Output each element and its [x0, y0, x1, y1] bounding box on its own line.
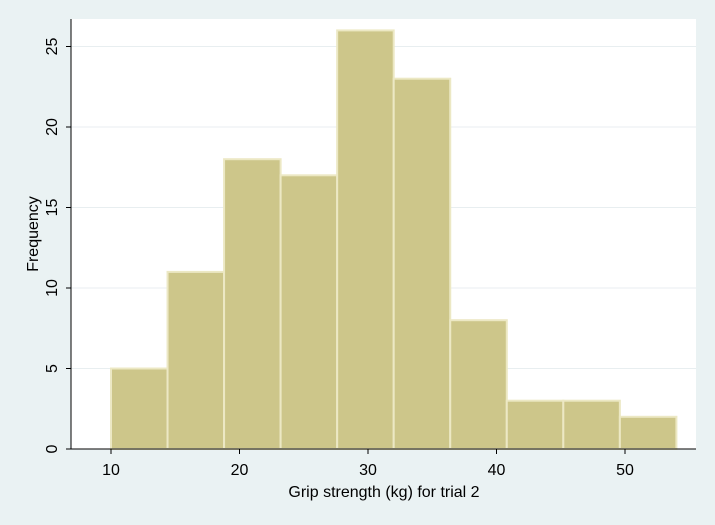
y-tick-label-15: 15	[44, 199, 61, 217]
histogram-bar-7	[449, 319, 508, 451]
histogram-bar-1	[110, 367, 169, 450]
y-tick-label-25: 25	[44, 38, 61, 56]
x-axis-label: Grip strength (kg) for trial 2	[288, 484, 479, 501]
y-tick-label-5: 5	[44, 364, 61, 373]
histogram-bar-8	[505, 399, 565, 451]
x-tick-label-50: 50	[616, 462, 634, 479]
histogram-bar-2	[166, 270, 226, 450]
histogram-bar-4	[279, 174, 339, 451]
y-tick-label-10: 10	[44, 279, 61, 297]
y-tick-label-20: 20	[44, 118, 61, 136]
histogram-bar-3	[223, 158, 282, 450]
histogram-bar-5	[336, 29, 395, 451]
histogram-bar-9	[562, 399, 621, 451]
x-tick-label-20: 20	[231, 462, 249, 479]
histogram-bar-6	[392, 77, 452, 450]
x-tick-label-30: 30	[359, 462, 377, 479]
y-axis-label: Frequency	[25, 196, 42, 272]
histogram-bars	[110, 29, 678, 451]
x-axis-ticks: 10 20 30 40 50	[102, 449, 634, 479]
histogram-bar-10	[618, 415, 678, 450]
x-tick-label-10: 10	[102, 462, 120, 479]
y-axis-ticks: 0 5 10 15 20 25	[44, 38, 71, 453]
x-tick-label-40: 40	[488, 462, 506, 479]
y-tick-label-0: 0	[44, 444, 61, 453]
